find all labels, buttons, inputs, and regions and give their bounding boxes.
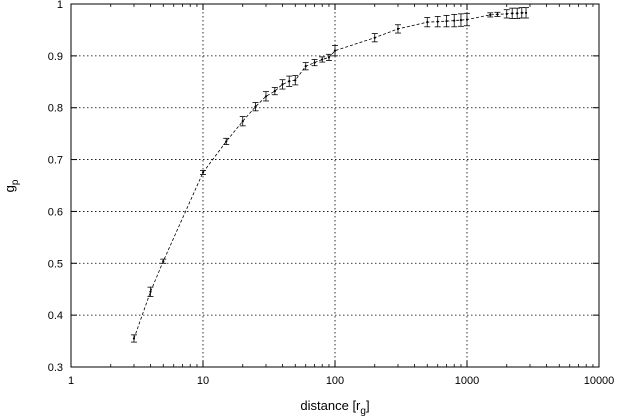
data-point (292, 75, 299, 86)
data-point (223, 137, 230, 145)
data-point (271, 87, 278, 96)
data-point (252, 102, 259, 112)
series-line (133, 12, 527, 339)
x-tick-label: 10000 (584, 375, 615, 387)
point-marker (264, 95, 268, 98)
y-tick-label: 0.9 (48, 51, 63, 63)
point-marker (453, 19, 456, 22)
x-tick-label: 10 (197, 375, 209, 387)
data-point (457, 13, 464, 27)
data-point (262, 91, 269, 102)
x-tick-label: 100 (326, 375, 344, 387)
point-marker (273, 90, 276, 93)
plot-frame (70, 3, 600, 368)
data-point (239, 116, 246, 127)
grid-layer (71, 4, 599, 367)
data-point (302, 62, 309, 71)
y-tick-label: 0.7 (48, 155, 63, 167)
data-point (523, 7, 530, 19)
data-point (286, 75, 293, 87)
y-tick-label: 0.4 (48, 310, 63, 322)
point-marker (132, 337, 136, 340)
y-axis-label: gp (2, 179, 21, 192)
point-marker (505, 12, 508, 15)
data-point (147, 286, 154, 297)
data-point (200, 170, 206, 176)
point-marker (373, 36, 376, 39)
data-point (319, 56, 326, 63)
point-marker (225, 140, 228, 143)
data-point (503, 9, 510, 19)
series-layer (130, 7, 530, 343)
point-marker (149, 290, 152, 293)
point-marker (294, 79, 297, 82)
data-point (518, 7, 525, 19)
data-point (424, 17, 431, 28)
data-point (487, 12, 494, 18)
x-tick-label: 1000 (455, 375, 479, 387)
data-point (434, 16, 441, 28)
data-point (509, 7, 516, 19)
point-marker (445, 20, 448, 23)
data-point (443, 15, 450, 28)
data-point (371, 33, 378, 43)
point-marker (426, 21, 429, 24)
point-marker (281, 83, 284, 86)
point-marker (489, 13, 492, 16)
point-marker (162, 260, 165, 263)
data-point (514, 7, 521, 19)
point-marker (241, 120, 244, 123)
point-marker (465, 18, 469, 21)
data-point (451, 13, 458, 28)
point-marker (516, 12, 519, 15)
y-tick-label: 0.8 (48, 103, 63, 115)
x-tick-label: 1 (68, 375, 74, 387)
point-marker (333, 49, 337, 52)
y-tick-label: 1 (57, 0, 63, 11)
y-tick-label: 0.6 (48, 206, 63, 218)
data-point (394, 24, 401, 34)
data-point (279, 79, 286, 90)
y-tick-label: 0.5 (48, 258, 63, 270)
point-marker (520, 11, 523, 14)
point-marker (313, 61, 316, 64)
point-marker (201, 171, 205, 174)
data-point (130, 334, 137, 343)
data-point (311, 59, 318, 67)
point-marker (459, 18, 463, 22)
data-point (464, 12, 470, 27)
point-marker (511, 12, 514, 15)
point-marker (254, 105, 257, 108)
point-marker (524, 11, 528, 14)
tick-layer: 1 10 100 1000 10000 0.3 0.4 0.5 0.6 0.7 0.8 0.9 1 (48, 0, 615, 387)
point-marker (496, 13, 499, 16)
y-tick-label: 0.3 (48, 362, 63, 374)
point-marker (436, 20, 439, 23)
data-point (325, 53, 332, 61)
point-marker (396, 27, 400, 30)
data-point (332, 45, 338, 57)
point-marker (304, 65, 307, 68)
x-axis-label: distance [rg] (300, 398, 369, 417)
point-marker (327, 56, 331, 59)
data-point (160, 258, 167, 264)
point-marker (321, 58, 324, 61)
point-marker (288, 80, 291, 83)
data-point (494, 11, 501, 17)
